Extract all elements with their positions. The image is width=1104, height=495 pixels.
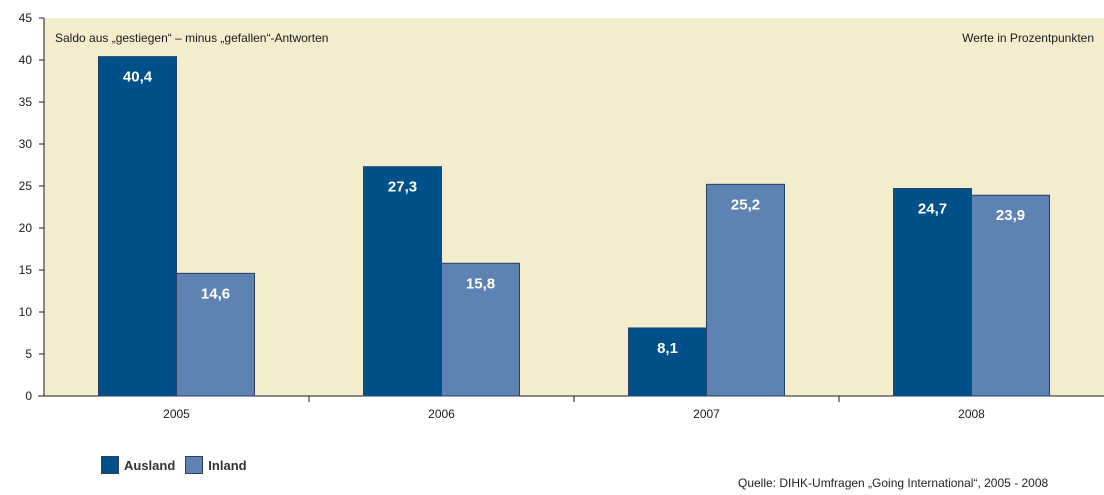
bar-value-label: 8,1	[657, 340, 678, 357]
x-tick-label: 2008	[958, 407, 985, 421]
legend-item-inland: Inland	[185, 456, 247, 474]
legend-label-inland: Inland	[208, 457, 247, 473]
bar-inland-2008	[971, 194, 1050, 397]
bar-value-label: 25,2	[731, 196, 760, 213]
bar-ausland-2008	[893, 188, 972, 397]
y-tick-label: 30	[19, 137, 33, 151]
y-tick-label: 40	[19, 53, 33, 67]
y-tick-label: 25	[19, 179, 33, 193]
bar-ausland-2007	[628, 327, 707, 397]
y-tick-label: 35	[19, 95, 33, 109]
legend-swatch-ausland	[101, 456, 119, 474]
legend-item-ausland: Ausland	[101, 456, 175, 474]
y-tick-label: 20	[19, 221, 33, 235]
bar-inland-2005	[176, 272, 255, 397]
legend: Ausland Inland	[101, 456, 247, 474]
legend-label-ausland: Ausland	[124, 457, 176, 473]
bars-group: 40,4 14,6 27,3 15,8 8,1 25,2 24,7 23,9	[98, 56, 1050, 397]
x-tick-label: 2005	[163, 407, 190, 421]
bar-value-label: 40,4	[123, 69, 153, 86]
y-tick-label: 0	[25, 389, 32, 403]
bar-ausland-2006	[363, 166, 442, 397]
source-note: Quelle: DIHK-Umfragen „Going Internation…	[738, 476, 1049, 490]
x-tick-label: 2006	[428, 407, 455, 421]
bar-inland-2007	[706, 183, 785, 397]
chart-subtitle: Saldo aus „gestiegen“ – minus „gefallen“…	[55, 31, 328, 45]
legend-swatch-inland	[185, 456, 204, 474]
y-tick-label: 5	[25, 347, 32, 361]
y-tick-label: 15	[19, 263, 33, 277]
y-tick-label: 10	[19, 305, 33, 319]
bar-value-label: 24,7	[918, 201, 947, 218]
bar-value-label: 27,3	[388, 179, 417, 196]
bar-value-label: 15,8	[466, 275, 495, 292]
bar-value-label: 23,9	[996, 207, 1025, 224]
y-tick-label: 45	[19, 11, 33, 25]
unit-note: Werte in Prozentpunkten	[962, 31, 1094, 45]
bar-value-label: 14,6	[201, 285, 230, 302]
bar-ausland-2005	[98, 56, 177, 397]
x-tick-label: 2007	[693, 407, 720, 421]
bar-inland-2006	[441, 262, 520, 397]
